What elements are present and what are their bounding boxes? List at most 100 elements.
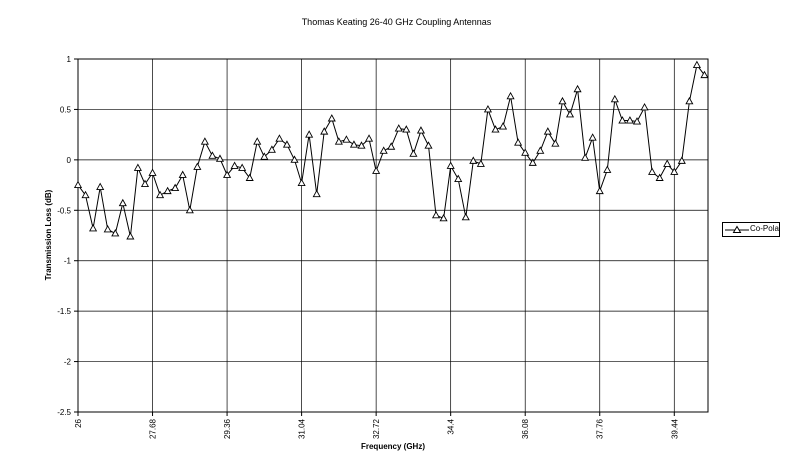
data-point xyxy=(685,96,694,105)
data-point xyxy=(543,127,552,135)
data-point xyxy=(670,167,679,175)
data-point xyxy=(185,205,194,214)
data-point xyxy=(238,163,247,171)
data-point xyxy=(655,173,664,181)
data-point xyxy=(118,198,127,207)
data-point xyxy=(618,116,627,124)
data-point xyxy=(148,168,157,176)
data-point xyxy=(267,145,276,153)
data-point xyxy=(81,190,90,199)
x-tick-label: 34.4 xyxy=(447,418,456,434)
data-point xyxy=(223,170,232,178)
data-point xyxy=(446,161,455,169)
x-axis-ticks: 26 27.68 29.36 31.04 32.72 34.4 36.08 37.76 39.4… xyxy=(74,412,679,439)
y-tick-label: -1.5 xyxy=(57,307,71,316)
data-point xyxy=(558,96,567,105)
data-point xyxy=(469,156,478,164)
data-point xyxy=(230,161,239,169)
data-point xyxy=(663,159,672,167)
data-point xyxy=(342,135,351,143)
data-point xyxy=(536,146,545,154)
data-point xyxy=(476,159,485,167)
data-point xyxy=(96,182,105,191)
chart-title: Thomas Keating 26-40 GHz Coupling Antenn… xyxy=(301,17,492,27)
data-point xyxy=(461,212,470,221)
data-point xyxy=(372,166,381,174)
data-point xyxy=(327,114,336,122)
data-point xyxy=(275,134,284,142)
data-point xyxy=(454,174,463,182)
y-tick-label: -2 xyxy=(64,358,72,367)
data-point xyxy=(581,153,590,161)
data-point xyxy=(528,158,537,166)
data-point xyxy=(126,232,135,240)
x-tick-label: 39.44 xyxy=(670,418,679,439)
data-point xyxy=(171,183,180,192)
data-point xyxy=(357,141,366,149)
data-point xyxy=(424,141,433,149)
data-point xyxy=(692,60,701,69)
data-point xyxy=(73,180,83,189)
data-point xyxy=(439,213,448,222)
data-point xyxy=(521,148,530,156)
x-tick-label: 26 xyxy=(74,418,83,427)
y-tick-label: -1 xyxy=(64,257,72,266)
legend: Co-Pola xyxy=(722,222,780,237)
data-point xyxy=(208,151,217,159)
series-line xyxy=(77,63,705,237)
data-point xyxy=(700,70,709,79)
data-point xyxy=(632,117,642,125)
legend-label: Co-Pola xyxy=(750,224,779,233)
plot-area xyxy=(77,58,709,413)
data-point xyxy=(89,224,98,232)
data-point xyxy=(551,139,560,147)
legend-marker-icon xyxy=(725,225,749,233)
y-tick-label: -0.5 xyxy=(57,206,71,215)
data-point xyxy=(215,154,225,162)
x-tick-label: 37.76 xyxy=(596,418,605,439)
data-point xyxy=(648,167,657,175)
data-point xyxy=(260,152,269,160)
data-point xyxy=(677,156,686,164)
data-point xyxy=(379,146,388,154)
data-point xyxy=(514,138,523,146)
data-point xyxy=(253,137,262,145)
data-point xyxy=(193,162,202,170)
data-point xyxy=(364,134,374,142)
data-point xyxy=(491,125,500,133)
data-point xyxy=(610,94,619,103)
data-point xyxy=(111,229,120,237)
data-point xyxy=(409,149,418,157)
data-point xyxy=(200,137,209,145)
x-tick-label: 31.04 xyxy=(298,418,307,439)
data-point xyxy=(305,130,314,138)
series-layer xyxy=(73,60,709,240)
data-point xyxy=(133,163,142,171)
data-point xyxy=(297,178,306,187)
data-point xyxy=(573,84,582,93)
y-axis-ticks: 1 0.5 0 -0.5 -1 -1.5 -2 -2.5 xyxy=(57,55,78,417)
y-tick-label: 1 xyxy=(67,55,72,64)
data-point xyxy=(402,125,411,133)
data-point xyxy=(163,186,172,195)
y-tick-label: -2.5 xyxy=(57,408,71,417)
data-point xyxy=(349,140,359,148)
data-point xyxy=(640,102,649,111)
data-point xyxy=(431,210,441,219)
x-tick-label: 27.68 xyxy=(149,418,158,439)
data-point xyxy=(625,116,634,124)
data-point xyxy=(416,126,426,134)
data-point xyxy=(506,91,515,100)
data-point xyxy=(334,137,343,145)
data-point xyxy=(290,155,299,163)
y-tick-label: 0 xyxy=(67,156,72,165)
data-point xyxy=(603,165,612,173)
data-point xyxy=(312,189,321,198)
y-axis-title: Transmission Loss (dB) xyxy=(44,189,53,280)
data-point xyxy=(140,179,150,188)
data-point xyxy=(245,173,254,181)
x-tick-label: 29.36 xyxy=(223,418,232,439)
data-point xyxy=(498,122,508,130)
data-point xyxy=(588,133,597,141)
